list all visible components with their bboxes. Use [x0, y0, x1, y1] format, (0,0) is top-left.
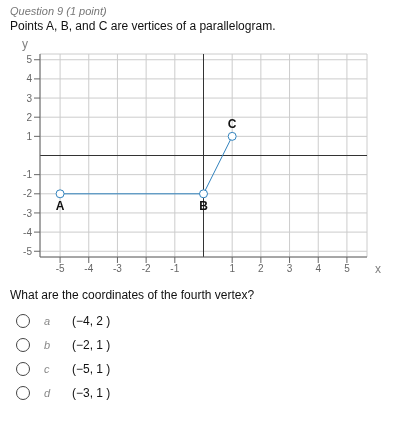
svg-text:x: x	[375, 262, 381, 276]
svg-text:-3: -3	[113, 263, 122, 274]
html-text:(−3, 1 ): (−3, 1 )	[72, 386, 111, 400]
html-text:Points A, B, and C are vertice: Points A, B, and C are vertices of a par…	[10, 19, 276, 33]
svg-text:-4: -4	[23, 227, 32, 238]
svg-text:-4: -4	[84, 263, 93, 274]
svg-text:2: 2	[26, 112, 32, 123]
svg-text:C: C	[228, 117, 237, 131]
html-text:What are the coordinates of th: What are the coordinates of the fourth v…	[10, 288, 255, 302]
svg-text:A: A	[56, 199, 65, 213]
svg-text:-3: -3	[23, 208, 32, 219]
html-text:b: b	[44, 339, 51, 351]
html-text:(−5, 1 ): (−5, 1 )	[72, 362, 111, 376]
svg-text:y: y	[22, 37, 28, 51]
html-text:c: c	[44, 363, 50, 375]
svg-text:-1: -1	[23, 169, 32, 180]
svg-text:B: B	[199, 199, 208, 213]
svg-text:1: 1	[26, 131, 32, 142]
svg-text:4: 4	[315, 263, 321, 274]
svg-text:1: 1	[229, 263, 235, 274]
svg-text:-2: -2	[23, 188, 32, 199]
svg-text:5: 5	[344, 263, 350, 274]
svg-text:4: 4	[26, 73, 32, 84]
svg-text:2: 2	[258, 263, 264, 274]
svg-text:3: 3	[287, 263, 293, 274]
html-text:(−2, 1 ): (−2, 1 )	[72, 338, 111, 352]
svg-text:3: 3	[26, 93, 32, 104]
html-text:d: d	[44, 387, 51, 399]
html-text:(−4, 2 ): (−4, 2 )	[72, 314, 111, 328]
svg-text:-2: -2	[142, 263, 151, 274]
svg-text:-1: -1	[170, 263, 179, 274]
html-text:Question 9 (1 point): Question 9 (1 point)	[10, 5, 107, 17]
svg-text:5: 5	[26, 54, 32, 65]
svg-text:-5: -5	[56, 263, 65, 274]
svg-text:-5: -5	[23, 246, 32, 257]
html-text:a: a	[44, 315, 51, 327]
